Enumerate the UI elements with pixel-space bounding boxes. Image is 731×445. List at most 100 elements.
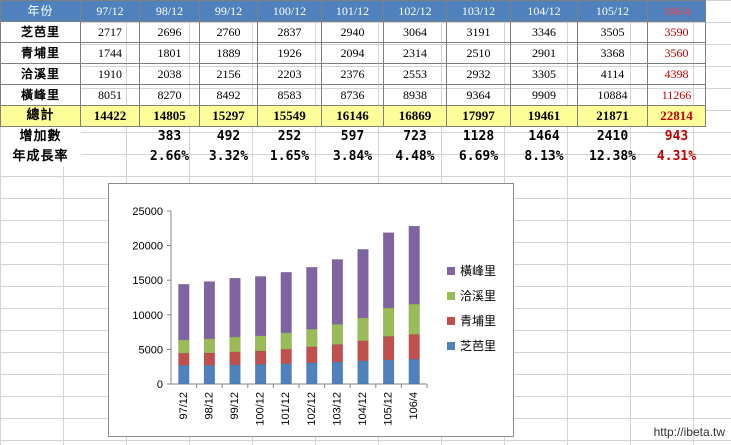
stacked-bar-chart[interactable]: 0 5000 10000 15000 20000 25000 97/12 98/12 99/12… — [108, 183, 514, 437]
cell[interactable]: 1889 — [199, 42, 258, 64]
row-label[interactable]: 總計 — [0, 105, 81, 127]
cell[interactable]: 4114 — [577, 63, 648, 85]
cell[interactable]: 1128 — [462, 129, 495, 144]
cell[interactable]: 597 — [340, 129, 365, 144]
bar-segment-1 — [229, 364, 241, 385]
row-label[interactable]: 橫峰里 — [0, 84, 81, 106]
cell[interactable]: 2203 — [257, 63, 322, 85]
bar-segment-1 — [203, 365, 216, 385]
cell[interactable]: 3505 — [577, 21, 648, 43]
cell[interactable]: 105/12 — [577, 0, 648, 22]
cell[interactable]: 10884 — [577, 84, 648, 106]
cell[interactable]: 16146 — [321, 105, 384, 127]
cell[interactable]: 8938 — [383, 84, 447, 106]
cell[interactable]: 3305 — [510, 63, 578, 85]
bar-segment-3 — [306, 328, 318, 348]
cell[interactable]: 2553 — [383, 63, 447, 85]
cell[interactable]: 3.32% — [208, 149, 249, 164]
cell[interactable]: 102/12 — [383, 0, 447, 22]
cell[interactable]: 2760 — [199, 21, 258, 43]
cell[interactable]: 16869 — [383, 105, 447, 127]
bar-segment-4 — [357, 249, 369, 319]
cell[interactable]: 723 — [403, 129, 427, 144]
cell[interactable]: 3.84% — [332, 149, 373, 164]
cell[interactable]: 8583 — [257, 84, 322, 106]
cell[interactable]: 2901 — [510, 42, 578, 64]
cell[interactable]: 4.48% — [395, 149, 435, 164]
cell[interactable]: 4398 — [647, 63, 706, 85]
row-label[interactable]: 芝芭里 — [0, 21, 81, 43]
cell[interactable]: 943 — [664, 129, 689, 144]
cell[interactable]: 106/4 — [647, 0, 706, 22]
cell[interactable]: 4.31% — [656, 149, 697, 164]
cell[interactable]: 2314 — [383, 42, 447, 64]
cell[interactable]: 2410 — [596, 129, 629, 144]
cell[interactable]: 9364 — [446, 84, 511, 106]
cell[interactable]: 3346 — [510, 21, 578, 43]
row-label[interactable]: 增加數 — [0, 126, 81, 147]
cell[interactable]: 3368 — [577, 42, 648, 64]
bar-segment-4 — [331, 259, 344, 325]
cell[interactable]: 1926 — [257, 42, 322, 64]
cell[interactable]: 2696 — [139, 21, 200, 43]
cell[interactable]: 104/12 — [510, 0, 578, 22]
cell[interactable]: 2094 — [321, 42, 384, 64]
cell[interactable] — [81, 127, 140, 148]
row-label[interactable]: 洽溪里 — [0, 63, 81, 85]
cell[interactable]: 1464 — [528, 129, 560, 144]
cell[interactable]: 99/12 — [199, 0, 258, 22]
cell[interactable]: 1744 — [80, 42, 140, 64]
cell[interactable] — [81, 147, 140, 167]
row-label[interactable]: 年成長率 — [0, 147, 81, 167]
cell[interactable]: 98/12 — [139, 0, 200, 22]
cell[interactable]: 1910 — [80, 63, 140, 85]
cell[interactable]: 15297 — [199, 105, 258, 127]
cell[interactable]: 14422 — [80, 105, 140, 127]
row-label[interactable]: 青埔里 — [0, 42, 81, 64]
cell[interactable]: 21871 — [577, 105, 648, 127]
watermark-text: http://ibeta.tw — [653, 425, 725, 439]
cell[interactable]: 1.65% — [269, 149, 310, 164]
cell[interactable]: 252 — [277, 129, 302, 144]
cell[interactable]: 2510 — [446, 42, 511, 64]
legend-label: 芝芭里 — [460, 338, 496, 353]
cell[interactable]: 8051 — [80, 84, 140, 106]
cell[interactable]: 3191 — [446, 21, 511, 43]
cell[interactable]: 101/12 — [321, 0, 384, 22]
cell[interactable]: 2376 — [321, 63, 384, 85]
row-label[interactable]: 年份 — [0, 0, 81, 22]
cell[interactable]: 8492 — [199, 84, 258, 106]
cell[interactable]: 22814 — [647, 105, 706, 127]
cell[interactable]: 14805 — [139, 105, 200, 127]
cell[interactable]: 3590 — [647, 21, 706, 43]
cell[interactable]: 8270 — [139, 84, 200, 106]
cell[interactable]: 383 — [157, 129, 182, 144]
cell[interactable]: 1801 — [139, 42, 200, 64]
cell[interactable]: 12.38% — [589, 149, 636, 164]
cell[interactable]: 8736 — [321, 84, 384, 106]
cell[interactable]: 17997 — [446, 105, 511, 127]
cell[interactable]: 2156 — [199, 63, 258, 85]
cell[interactable]: 97/12 — [80, 0, 140, 22]
cell[interactable]: 6.69% — [458, 149, 499, 164]
cell[interactable]: 2940 — [321, 21, 384, 43]
cell[interactable]: 2038 — [139, 63, 200, 85]
cell[interactable]: 15549 — [257, 105, 322, 127]
cell[interactable]: 2837 — [257, 21, 322, 43]
cell[interactable]: 3560 — [647, 42, 706, 64]
bar-segment-2 — [203, 352, 216, 366]
bar-segment-3 — [408, 303, 420, 335]
cell[interactable]: 19461 — [510, 105, 578, 127]
cell[interactable]: 11266 — [647, 84, 706, 106]
cell[interactable]: 3064 — [383, 21, 447, 43]
cell[interactable]: 100/12 — [257, 0, 322, 22]
cell[interactable]: 2.66% — [149, 149, 190, 164]
cell[interactable]: 2717 — [80, 21, 140, 43]
cell[interactable]: 9909 — [510, 84, 578, 106]
cell[interactable]: 2932 — [446, 63, 511, 85]
cell[interactable]: 103/12 — [446, 0, 511, 22]
cell[interactable]: 492 — [216, 129, 241, 144]
bar-segment-2 — [254, 350, 267, 365]
chart-canvas: 0 5000 10000 15000 20000 25000 97/12 98/12 99/12… — [132, 206, 496, 426]
cell[interactable]: 8.13% — [524, 149, 564, 164]
